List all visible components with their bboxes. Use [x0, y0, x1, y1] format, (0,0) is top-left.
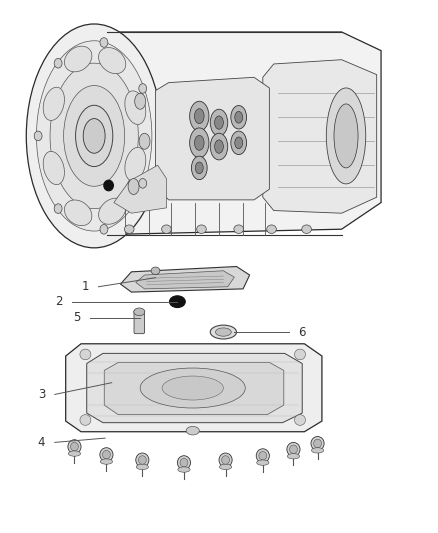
Ellipse shape: [210, 325, 237, 339]
Ellipse shape: [83, 118, 105, 153]
Ellipse shape: [222, 456, 230, 464]
Ellipse shape: [294, 349, 306, 360]
Ellipse shape: [162, 225, 171, 233]
Ellipse shape: [235, 137, 243, 149]
Ellipse shape: [68, 440, 81, 454]
Ellipse shape: [231, 106, 247, 129]
Ellipse shape: [138, 456, 146, 464]
Ellipse shape: [64, 85, 125, 186]
Polygon shape: [263, 60, 377, 213]
Polygon shape: [104, 362, 284, 415]
Ellipse shape: [235, 111, 243, 123]
Ellipse shape: [257, 460, 269, 465]
Ellipse shape: [36, 41, 152, 231]
Ellipse shape: [334, 104, 358, 168]
Ellipse shape: [194, 109, 204, 124]
Ellipse shape: [135, 93, 145, 109]
Ellipse shape: [54, 204, 62, 213]
Text: 3: 3: [38, 388, 45, 401]
Ellipse shape: [54, 59, 62, 68]
Ellipse shape: [190, 128, 209, 158]
Ellipse shape: [219, 453, 232, 467]
Ellipse shape: [294, 415, 306, 425]
Ellipse shape: [64, 46, 92, 72]
Ellipse shape: [311, 437, 324, 450]
Ellipse shape: [76, 105, 113, 166]
Ellipse shape: [104, 180, 113, 191]
Ellipse shape: [102, 450, 110, 459]
Ellipse shape: [99, 47, 126, 74]
Ellipse shape: [210, 109, 228, 136]
Text: 2: 2: [55, 295, 63, 308]
Text: 6: 6: [298, 326, 306, 338]
Ellipse shape: [100, 224, 108, 234]
Text: 4: 4: [38, 436, 46, 449]
Polygon shape: [77, 32, 381, 235]
Polygon shape: [120, 266, 250, 292]
Ellipse shape: [136, 453, 149, 467]
Polygon shape: [136, 271, 234, 289]
Ellipse shape: [139, 133, 150, 149]
Ellipse shape: [177, 456, 191, 470]
Ellipse shape: [134, 308, 145, 316]
Ellipse shape: [210, 133, 228, 160]
Ellipse shape: [125, 148, 146, 181]
Ellipse shape: [43, 151, 64, 184]
Ellipse shape: [162, 376, 223, 400]
Ellipse shape: [99, 198, 126, 224]
Ellipse shape: [234, 225, 244, 233]
Ellipse shape: [68, 451, 81, 456]
Ellipse shape: [34, 131, 42, 141]
Polygon shape: [87, 353, 302, 423]
Ellipse shape: [170, 296, 185, 308]
Ellipse shape: [259, 451, 267, 460]
Ellipse shape: [231, 131, 247, 155]
Ellipse shape: [80, 349, 91, 360]
Ellipse shape: [100, 448, 113, 462]
Ellipse shape: [219, 464, 232, 470]
Ellipse shape: [215, 328, 231, 336]
Ellipse shape: [71, 442, 78, 451]
Ellipse shape: [64, 200, 92, 225]
Ellipse shape: [139, 179, 147, 188]
Ellipse shape: [256, 449, 269, 463]
Ellipse shape: [197, 225, 206, 233]
Ellipse shape: [195, 162, 203, 174]
Ellipse shape: [287, 442, 300, 456]
Polygon shape: [66, 344, 322, 432]
Ellipse shape: [128, 179, 139, 195]
Ellipse shape: [124, 225, 134, 233]
Ellipse shape: [191, 156, 207, 180]
Ellipse shape: [140, 368, 245, 408]
FancyBboxPatch shape: [134, 310, 145, 334]
Ellipse shape: [302, 225, 311, 233]
Ellipse shape: [194, 135, 204, 150]
Ellipse shape: [100, 459, 113, 464]
Ellipse shape: [139, 84, 147, 93]
Ellipse shape: [43, 87, 64, 120]
Ellipse shape: [178, 467, 190, 472]
Ellipse shape: [290, 445, 297, 454]
Ellipse shape: [100, 38, 108, 47]
Ellipse shape: [215, 140, 223, 154]
Ellipse shape: [26, 24, 162, 248]
Ellipse shape: [215, 116, 223, 130]
Polygon shape: [114, 165, 166, 213]
Ellipse shape: [50, 63, 138, 208]
Ellipse shape: [190, 101, 209, 131]
Ellipse shape: [80, 415, 91, 425]
Ellipse shape: [267, 225, 276, 233]
Ellipse shape: [314, 439, 321, 448]
Text: 1: 1: [81, 280, 89, 293]
Ellipse shape: [151, 267, 160, 274]
Ellipse shape: [287, 454, 300, 459]
Ellipse shape: [136, 464, 148, 470]
Ellipse shape: [180, 458, 188, 467]
Ellipse shape: [311, 448, 324, 453]
Ellipse shape: [186, 426, 199, 435]
Polygon shape: [155, 77, 269, 200]
Ellipse shape: [125, 91, 146, 124]
Ellipse shape: [326, 88, 366, 184]
Text: 5: 5: [73, 311, 80, 324]
